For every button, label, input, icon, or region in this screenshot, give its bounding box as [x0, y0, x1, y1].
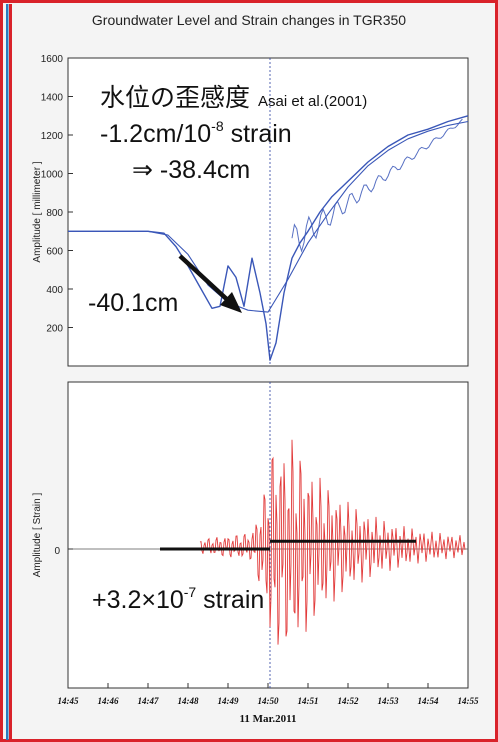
x-tick-label: 14:45	[58, 696, 79, 706]
top-ytick-label: 1200	[41, 131, 64, 142]
annotation-arrow-head	[220, 292, 242, 313]
x-tick-label: 14:50	[258, 696, 279, 706]
annotation-sensitivity: -1.2cm/10-8 strain	[100, 118, 292, 148]
top-ytick-label: 1400	[41, 93, 64, 104]
top-ylabel: Amplitude [ millimeter ]	[32, 161, 43, 262]
top-ytick-label: 1000	[41, 170, 64, 181]
water-level-oscillation	[291, 118, 463, 253]
x-tick-label: 14:52	[338, 696, 359, 706]
top-y-ticks: 200 400 600 800 1000 1200 1400 1600	[41, 54, 73, 335]
top-ytick-label: 400	[46, 285, 63, 296]
figure-title: Groundwater Level and Strain changes in …	[91, 12, 407, 28]
x-tick-label: 14:49	[218, 696, 239, 706]
top-series-group	[68, 58, 469, 366]
xlabel: 11 Mar.2011	[239, 713, 296, 725]
bottom-ytick-zero: 0	[54, 546, 60, 557]
x-tick-labels: 14:45 14:46 14:47 14:48 14:49 14:50 14:51 14:52…	[58, 683, 479, 706]
top-panel-frame	[67, 57, 469, 367]
top-ytick-label: 1600	[41, 54, 64, 65]
strain-seismogram-line	[199, 439, 466, 645]
bottom-series-group	[68, 382, 468, 688]
x-tick-label: 14:51	[298, 696, 319, 706]
x-tick-label: 14:46	[98, 696, 119, 706]
x-tick-label: 14:54	[418, 696, 439, 706]
annotation-arrow-result: ⇒ -38.4cm	[132, 156, 250, 184]
x-tick-label: 14:55	[458, 696, 479, 706]
bottom-ylabel: Amplitude [ Strain ]	[32, 493, 43, 578]
top-ytick-label: 600	[46, 247, 63, 258]
blue-side-bar	[6, 4, 9, 740]
annotation-observed: -40.1cm	[88, 289, 178, 317]
annotation-arrow-shaft	[178, 254, 234, 306]
annotation-heading: 水位の歪感度 Asai et al.(2001)	[100, 84, 367, 112]
x-tick-label: 14:53	[378, 696, 399, 706]
x-tick-label: 14:47	[138, 696, 159, 706]
x-tick-label: 14:48	[178, 696, 199, 706]
annotation-step: +3.2×10-7 strain	[92, 584, 264, 614]
top-ytick-label: 800	[46, 208, 63, 219]
water-level-line-2	[68, 120, 469, 313]
top-ytick-label: 200	[46, 324, 63, 335]
red-side-bar	[9, 4, 12, 740]
